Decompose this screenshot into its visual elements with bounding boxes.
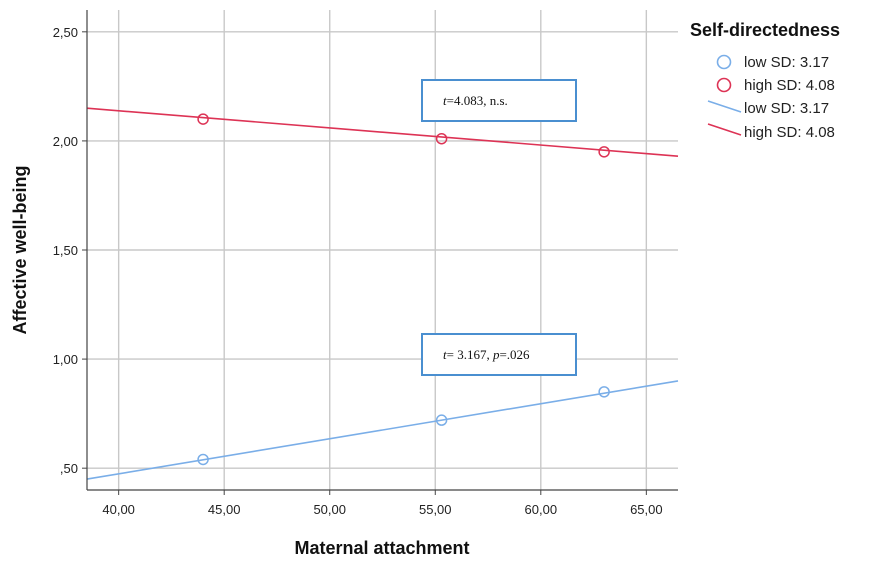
- series-layer: [86, 107, 679, 480]
- annotation-high-sd-italic: t: [443, 93, 447, 108]
- annotation-low-sd: t= 3.167, p=.026: [421, 333, 577, 376]
- annotation-high-sd-value: =4.083, n.s.: [447, 93, 508, 108]
- fit-line-high-sd: [86, 107, 679, 157]
- annotation-high-sd-box: [421, 79, 577, 122]
- legend-marker-high-sd-label: high SD: 4.08: [744, 77, 835, 94]
- legend-line-low-sd-label: low SD: 3.17: [744, 100, 829, 117]
- y-tick-label: 1,50: [53, 243, 78, 258]
- legend-line-high-sd-icon: [707, 123, 742, 136]
- annotation-high-sd-text: t=4.083, n.s.: [443, 93, 508, 108]
- x-tick-label: 50,00: [313, 502, 346, 517]
- legend-line-high-sd-label: high SD: 4.08: [744, 124, 835, 141]
- annotation-low-sd-italic-t: t: [443, 347, 447, 362]
- y-tick-label: 2,50: [53, 25, 78, 40]
- annotation-low-sd-italic-p: p: [492, 347, 500, 362]
- data-point-high-sd: [598, 146, 610, 158]
- x-tick-label: 45,00: [208, 502, 241, 517]
- x-tick-label: 60,00: [525, 502, 558, 517]
- grid: [87, 10, 678, 490]
- legend-marker-low-sd-icon: [716, 54, 732, 70]
- data-point-high-sd: [435, 132, 448, 145]
- x-tick-label: 65,00: [630, 502, 663, 517]
- data-point-high-sd: [197, 113, 209, 125]
- y-axis-ticks: ,50 1,00 1,50 2,00 2,50: [53, 25, 87, 476]
- x-axis-title: Maternal attachment: [294, 538, 469, 558]
- data-point-low-sd: [197, 453, 209, 466]
- legend-line-low-sd-icon: [707, 100, 742, 113]
- legend: Self-directedness low SD: 3.17 high SD: …: [690, 20, 840, 141]
- fit-line-low-sd: [86, 380, 679, 480]
- y-tick-label: ,50: [60, 461, 78, 476]
- y-tick-label: 1,00: [53, 352, 78, 367]
- legend-marker-low-sd-label: low SD: 3.17: [744, 54, 829, 71]
- legend-title: Self-directedness: [690, 20, 840, 40]
- x-axis-ticks: 40,00 45,00 50,00 55,00 60,00 65,00: [102, 490, 663, 517]
- data-point-low-sd: [598, 386, 610, 398]
- annotation-high-sd: t=4.083, n.s.: [421, 79, 577, 122]
- y-tick-label: 2,00: [53, 134, 78, 149]
- y-axis-title: Affective well-being: [10, 165, 30, 334]
- data-point-low-sd: [435, 414, 448, 426]
- x-tick-label: 55,00: [419, 502, 452, 517]
- annotation-low-sd-t-value: = 3.167,: [447, 347, 493, 362]
- annotation-low-sd-p-value: =.026: [499, 347, 530, 362]
- annotation-low-sd-text: t= 3.167, p=.026: [443, 347, 530, 362]
- legend-marker-high-sd-icon: [716, 77, 732, 93]
- x-tick-label: 40,00: [102, 502, 135, 517]
- annotation-low-sd-box: [421, 333, 577, 376]
